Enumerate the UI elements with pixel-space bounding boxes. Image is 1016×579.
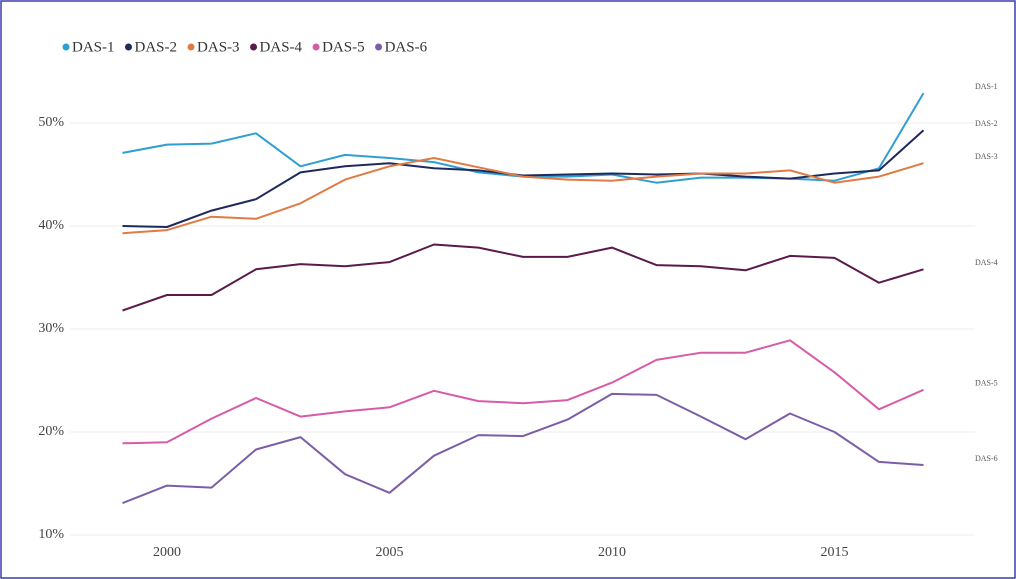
x-tick-label: 2010	[598, 545, 626, 560]
series-line	[122, 129, 925, 228]
legend-marker	[125, 43, 133, 51]
legend-marker	[62, 43, 70, 51]
legend-marker	[187, 43, 195, 51]
end-label: DAS-2	[975, 119, 998, 128]
legend-label: DAS-3	[197, 39, 240, 55]
y-tick-label: 10%	[38, 527, 64, 542]
legend-label: DAS-2	[135, 39, 178, 55]
legend-label: DAS-4	[260, 39, 303, 55]
legend-marker	[375, 43, 383, 51]
legend-label: DAS-5	[322, 39, 365, 55]
y-tick-label: 20%	[38, 424, 64, 439]
end-label: DAS-5	[975, 379, 998, 388]
legend-marker	[250, 43, 258, 51]
end-label: DAS-3	[975, 152, 998, 161]
x-tick-label: 2000	[153, 545, 181, 560]
x-tick-label: 2005	[376, 545, 404, 560]
end-label: DAS-1	[975, 82, 998, 91]
x-tick-label: 2015	[821, 545, 849, 560]
legend-marker	[312, 43, 320, 51]
series-line	[122, 392, 924, 505]
y-tick-label: 50%	[38, 115, 64, 130]
end-label: DAS-6	[975, 454, 998, 463]
legend-label: DAS-1	[72, 39, 115, 55]
y-tick-label: 30%	[38, 321, 64, 336]
legend-label: DAS-6	[385, 39, 428, 55]
series-line	[122, 339, 924, 445]
end-label: DAS-4	[975, 258, 998, 267]
y-tick-label: 40%	[38, 218, 64, 233]
series-line	[122, 243, 924, 312]
series-line	[122, 157, 924, 235]
